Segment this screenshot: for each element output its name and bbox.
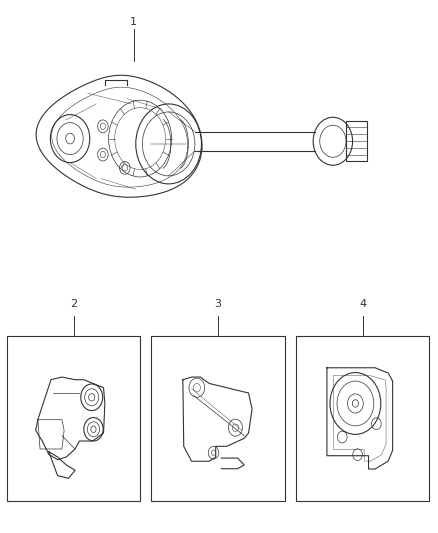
Text: 1: 1 [130,17,137,27]
Bar [346,121,367,161]
Text: 3: 3 [215,299,222,309]
Text: 4: 4 [359,299,366,309]
Bar [151,336,285,501]
Text: 2: 2 [70,299,77,309]
Bar [7,336,140,501]
Bar [296,336,429,501]
